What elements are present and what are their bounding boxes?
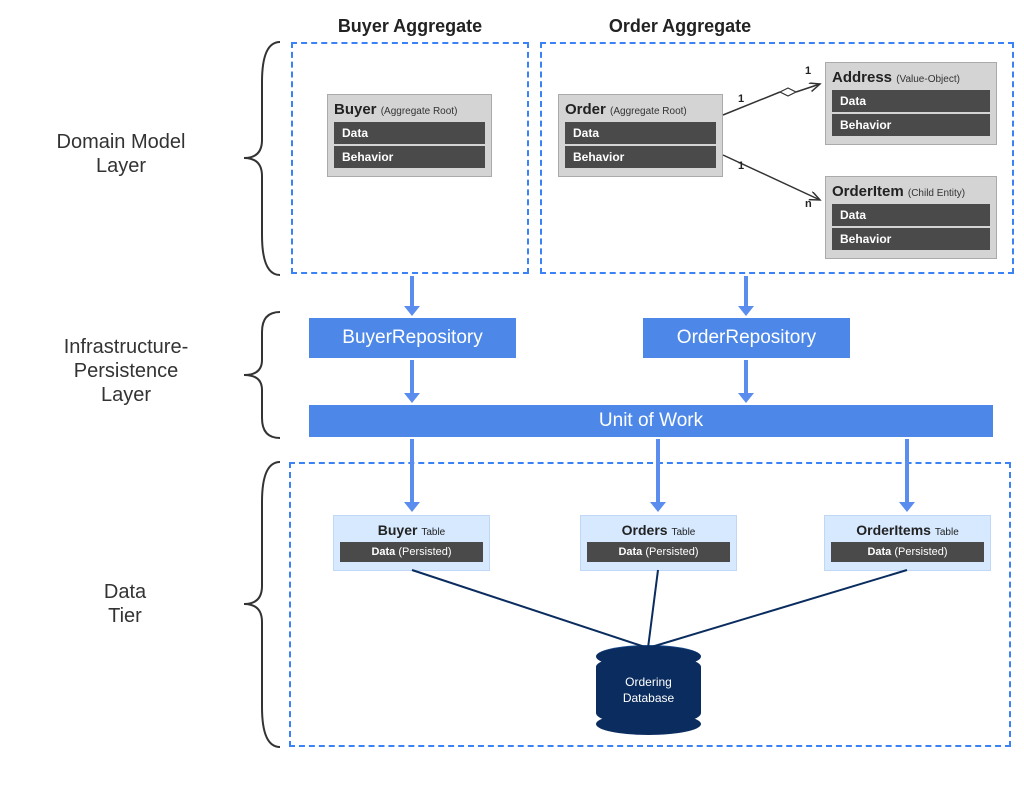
order-entity: Order (Aggregate Root) Data Behavior [558, 94, 723, 177]
orders-table: Orders Table Data (Persisted) [580, 515, 737, 571]
arrow-uow-to-orderstable [656, 439, 660, 504]
arrow-uow-to-buyertable [410, 439, 414, 504]
address-behavior-row: Behavior [832, 114, 990, 136]
buyer-table-row: Data [371, 546, 395, 558]
arrow-order-to-repo [744, 276, 748, 308]
layer-label-infra: Infrastructure- Persistence Layer [41, 335, 211, 407]
mult-order-orderitem-from: 1 [738, 160, 744, 172]
arrow-buyer-to-repo [410, 276, 414, 308]
database-label: Ordering Database [596, 675, 701, 706]
unit-of-work: Unit of Work [309, 405, 993, 437]
orders-table-row: Data [618, 546, 642, 558]
buyer-table-rowsub: (Persisted) [398, 546, 451, 558]
orders-table-suffix: Table [671, 527, 695, 538]
buyer-aggregate-title: Buyer Aggregate [325, 16, 495, 37]
orderitems-table-row: Data [867, 546, 891, 558]
buyer-entity-stereotype: (Aggregate Root) [381, 106, 458, 117]
orderitem-entity-name: OrderItem [832, 183, 904, 200]
address-entity-name: Address [832, 69, 892, 86]
order-repository: OrderRepository [643, 318, 850, 358]
mult-order-orderitem-to: n [805, 198, 812, 210]
orderitem-behavior-row: Behavior [832, 228, 990, 250]
arrow-orderrepo-to-uow [744, 360, 748, 395]
orderitems-table: OrderItems Table Data (Persisted) [824, 515, 991, 571]
order-aggregate-title: Order Aggregate [595, 16, 765, 37]
layer-label-domain: Domain Model Layer [41, 130, 201, 178]
orders-table-name: Orders [622, 522, 668, 538]
arrow-buyerrepo-to-uow [410, 360, 414, 395]
buyer-table-suffix: Table [421, 527, 445, 538]
database-cylinder: Ordering Database [596, 655, 701, 725]
layer-label-data: Data Tier [75, 580, 175, 628]
address-data-row: Data [832, 90, 990, 112]
orderitem-entity: OrderItem (Child Entity) Data Behavior [825, 176, 997, 259]
orderitems-table-name: OrderItems [856, 522, 931, 538]
orderitem-data-row: Data [832, 204, 990, 226]
arrow-uow-to-orderitemstable [905, 439, 909, 504]
address-entity: Address (Value-Object) Data Behavior [825, 62, 997, 145]
buyer-entity-name: Buyer [334, 101, 377, 118]
buyer-table: Buyer Table Data (Persisted) [333, 515, 490, 571]
buyer-behavior-row: Behavior [334, 146, 485, 168]
buyer-entity: Buyer (Aggregate Root) Data Behavior [327, 94, 492, 177]
order-behavior-row: Behavior [565, 146, 716, 168]
orderitems-table-rowsub: (Persisted) [894, 546, 947, 558]
buyer-repository: BuyerRepository [309, 318, 516, 358]
buyer-table-name: Buyer [378, 522, 418, 538]
buyer-data-row: Data [334, 122, 485, 144]
address-entity-stereotype: (Value-Object) [896, 74, 960, 85]
order-entity-name: Order [565, 101, 606, 118]
orderitem-entity-stereotype: (Child Entity) [908, 188, 965, 199]
order-data-row: Data [565, 122, 716, 144]
orders-table-rowsub: (Persisted) [645, 546, 698, 558]
orderitems-table-suffix: Table [935, 527, 959, 538]
order-entity-stereotype: (Aggregate Root) [610, 106, 687, 117]
mult-order-address-to: 1 [805, 65, 811, 77]
mult-order-address-from: 1 [738, 93, 744, 105]
